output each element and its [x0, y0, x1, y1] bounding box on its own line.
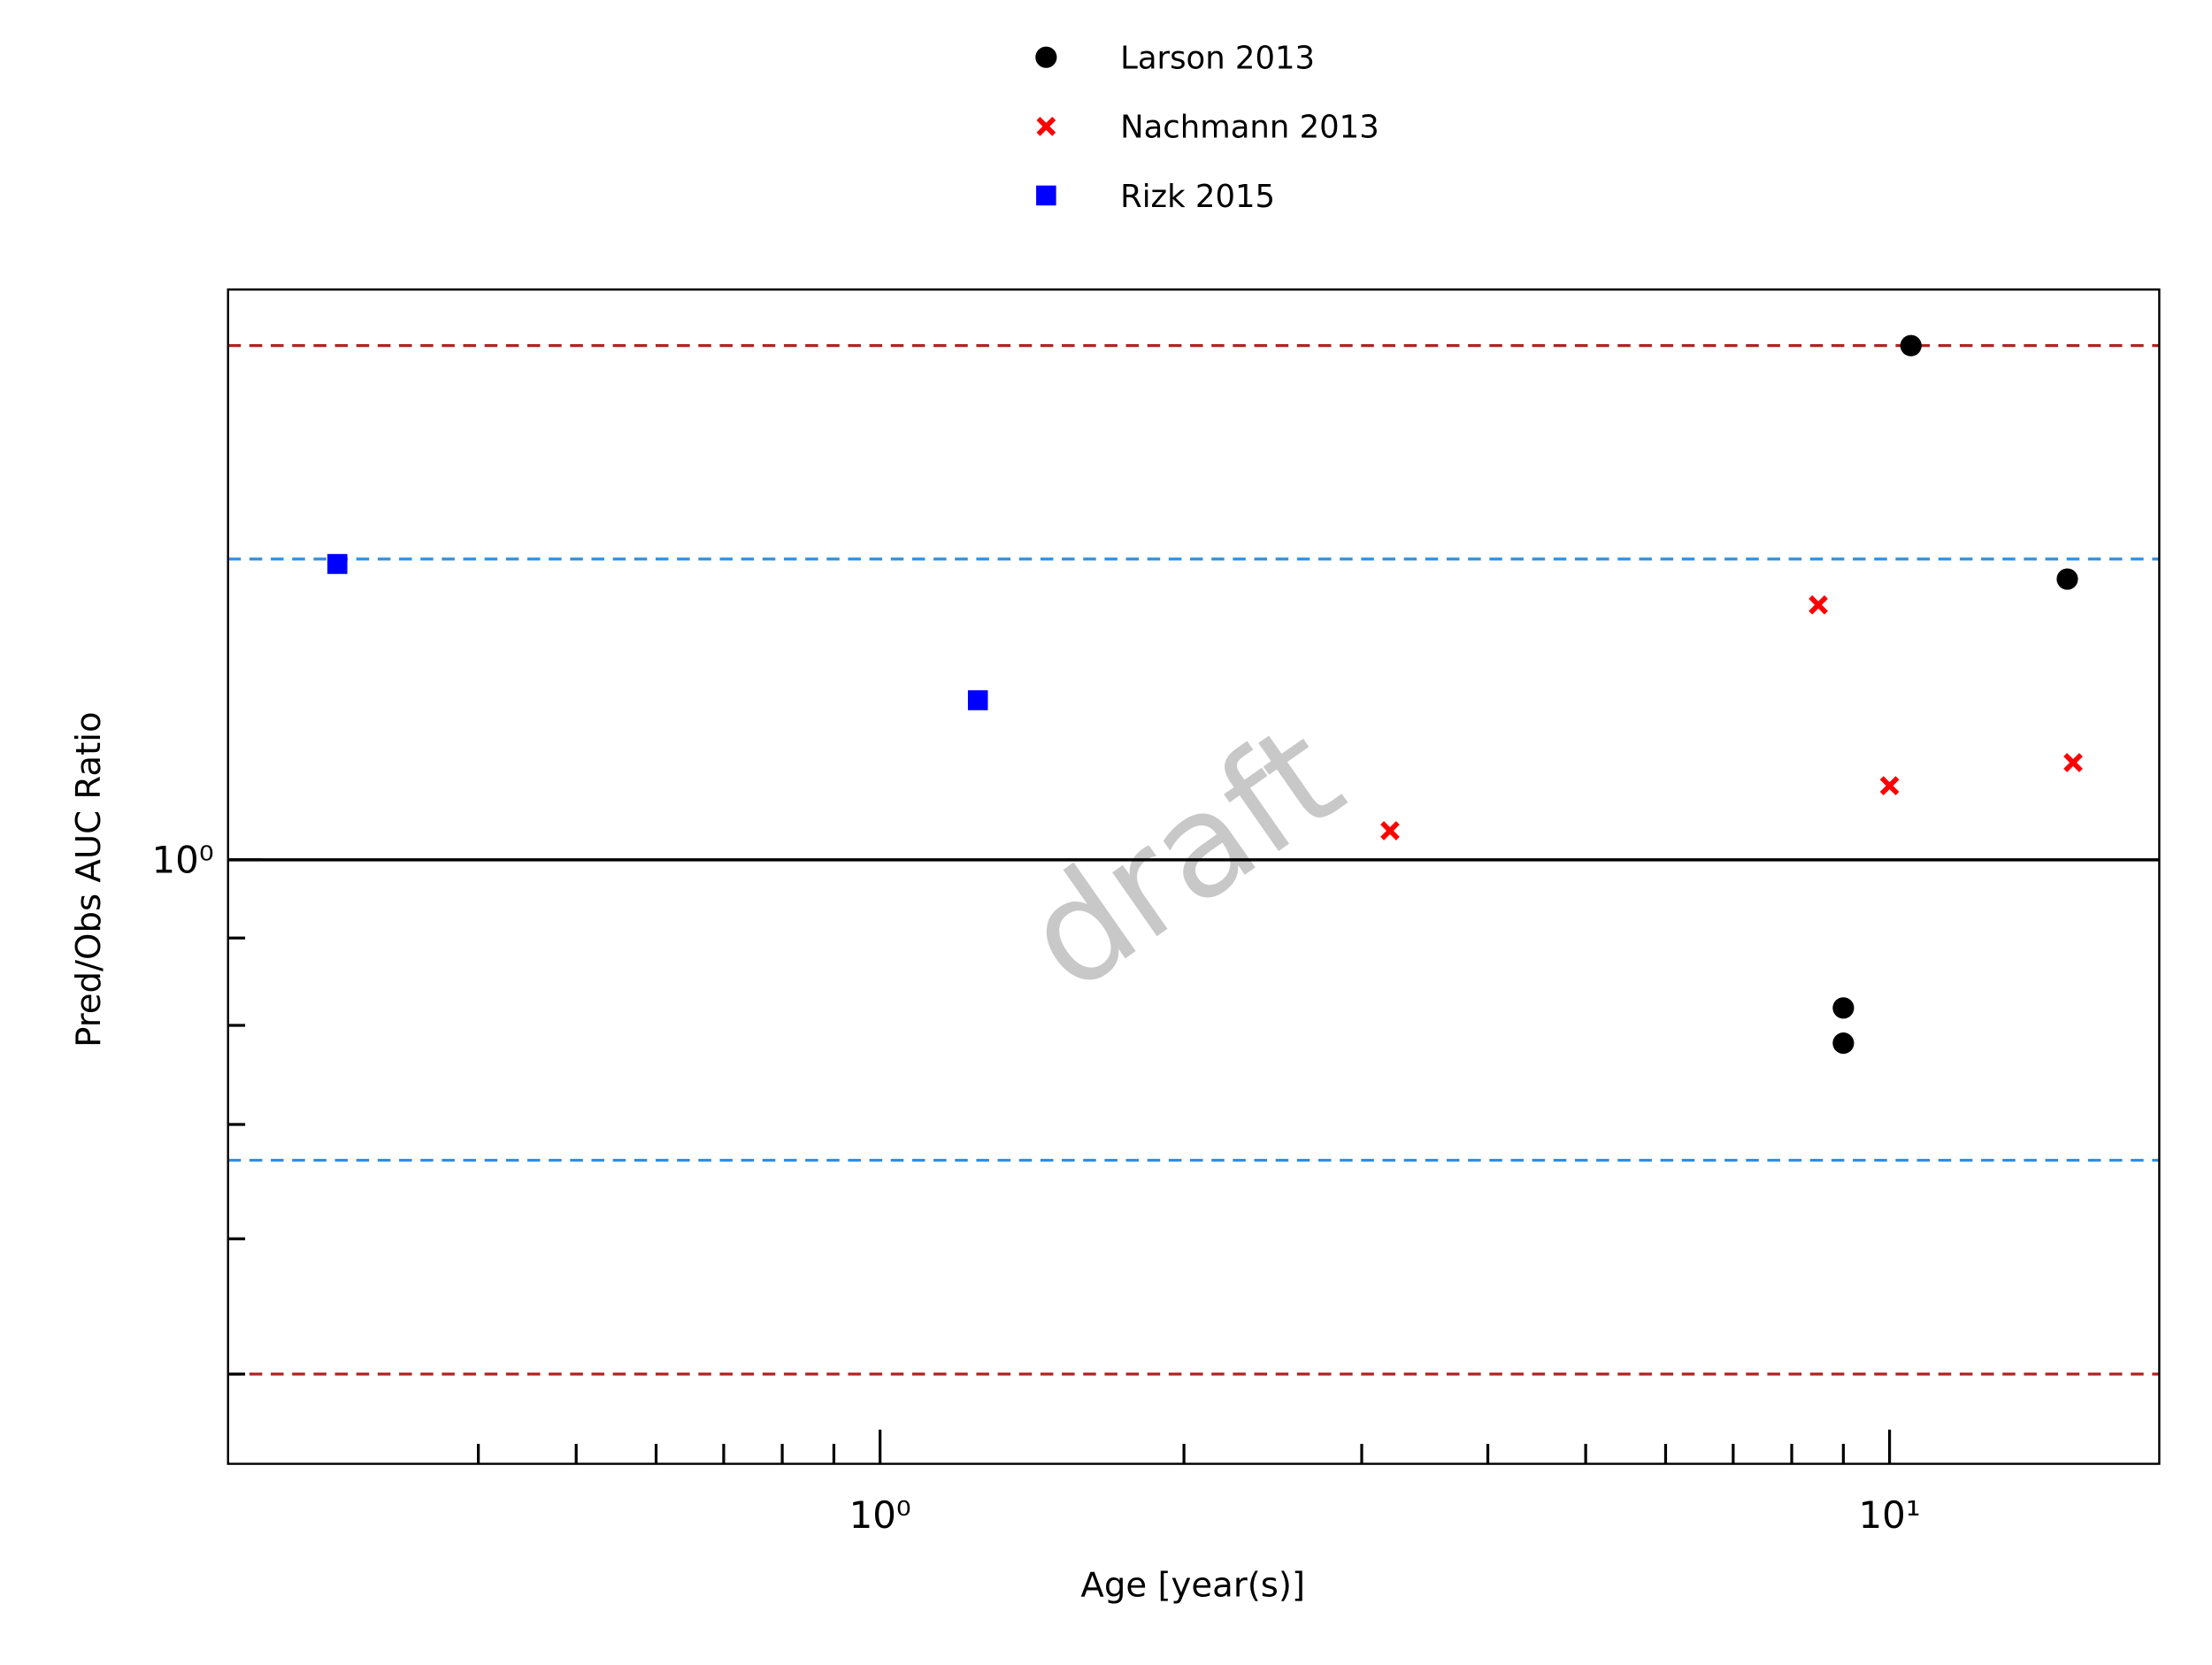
x-tick-label: 10¹ — [1859, 1493, 1921, 1537]
data-point — [1832, 1032, 1855, 1055]
legend-label: Nachmann 2013 — [1120, 110, 1379, 146]
data-point — [2056, 568, 2078, 590]
legend-label: Rizk 2015 — [1120, 179, 1275, 215]
legend-marker — [1036, 116, 1056, 136]
data-point — [967, 690, 988, 710]
legend-marker — [1036, 185, 1056, 206]
data-point — [327, 554, 348, 574]
data-point — [2063, 753, 2083, 772]
data-point — [1900, 334, 1922, 357]
legend-label: Larson 2013 — [1120, 41, 1315, 77]
data-point — [1809, 595, 1828, 615]
plot-frame — [227, 288, 2161, 1465]
data-point — [1879, 776, 1900, 796]
x-axis-label: Age [year(s)] — [1080, 1565, 1305, 1605]
data-point — [1380, 821, 1400, 840]
legend-marker — [1035, 46, 1057, 68]
data-point — [1832, 997, 1855, 1019]
y-axis-label: Pred/Obs AUC Ratio — [69, 711, 109, 1047]
x-tick-label: 10⁰ — [849, 1493, 911, 1537]
y-tick-label: 10⁰ — [152, 838, 214, 881]
